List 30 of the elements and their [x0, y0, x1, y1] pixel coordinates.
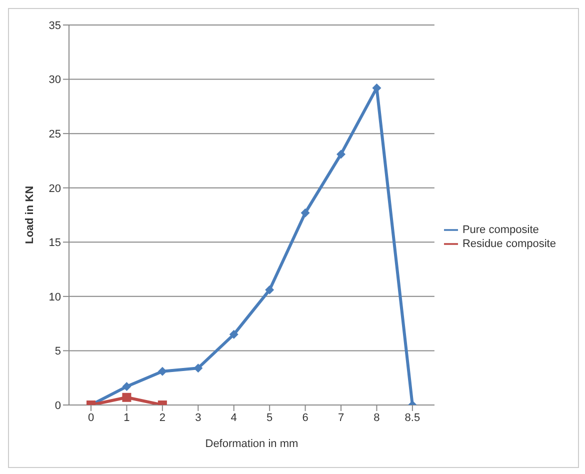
x-tick-label: 3: [195, 412, 202, 424]
y-tick-label: 30: [48, 74, 61, 86]
legend-label: Pure composite: [462, 224, 539, 236]
point: [122, 382, 132, 392]
x-tick-label: 0: [88, 412, 94, 424]
point: [336, 150, 346, 159]
x-tick-label: 8.5: [404, 412, 420, 424]
y-tick-label: 15: [48, 237, 61, 250]
x-tick-label: 4: [230, 412, 237, 424]
point: [265, 285, 274, 294]
x-tick-label: 8: [374, 412, 380, 424]
point: [194, 364, 203, 373]
x-tick-label: 7: [338, 412, 344, 424]
y-tick-label: 10: [48, 291, 61, 304]
point: [229, 330, 238, 339]
y-tick-label: 35: [48, 20, 61, 32]
x-tick-label: 5: [266, 412, 273, 424]
y-tick-label: 0: [54, 400, 61, 412]
x-tick-label: 2: [159, 412, 166, 424]
y-tick-label: 5: [54, 346, 61, 358]
x-axis-title: Deformation in mm: [205, 438, 298, 450]
x-tick-label: 6: [302, 412, 308, 424]
y-tick-label: 20: [48, 182, 61, 195]
x-tick-label: 1: [124, 412, 130, 424]
legend-label: Residue composite: [462, 238, 556, 250]
point: [300, 208, 310, 218]
y-tick-label: 25: [48, 128, 61, 140]
point: [158, 366, 167, 376]
y-axis-title: Load in KN: [24, 186, 36, 244]
point: [122, 392, 132, 402]
